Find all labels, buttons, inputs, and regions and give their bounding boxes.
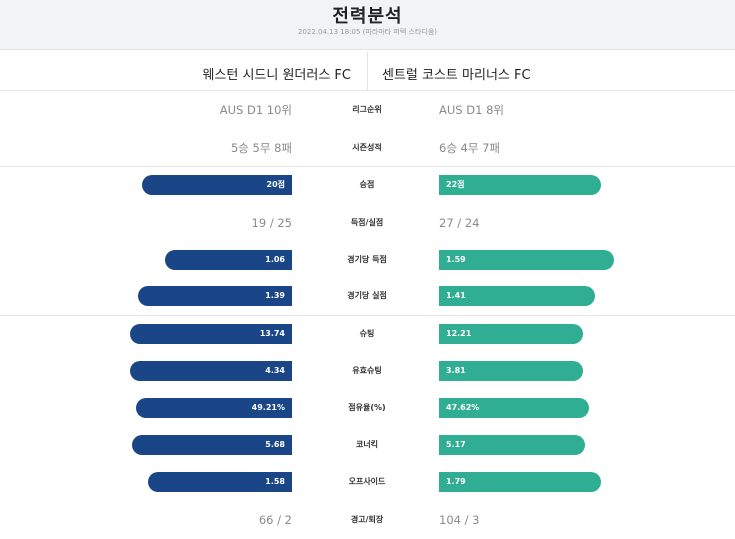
away-shots-bar: 12.21	[439, 324, 583, 344]
home-points-value: 20점	[266, 180, 286, 189]
away-shots-value: 12.21	[446, 329, 472, 338]
away-possession-value: 47.62%	[446, 403, 480, 412]
row-corners: 5.68 코너킥 5.17	[0, 433, 735, 457]
possession-label: 점유율(%)	[348, 403, 386, 412]
away-possession-bar: 47.62%	[439, 398, 589, 418]
row-league-rank: AUS D1 10위 리그순위 AUS D1 8위	[0, 98, 735, 122]
row-points: 20점 승점 22점	[0, 173, 735, 197]
row-goals-for-against: 19 / 25 득점/실점 27 / 24	[0, 211, 735, 235]
home-cards: 66 / 2	[258, 513, 292, 527]
away-points-value: 22점	[446, 180, 465, 189]
home-shots-on-target-value: 4.34	[265, 366, 285, 375]
row-cards: 66 / 2 경고/퇴장 104 / 3	[0, 508, 735, 532]
home-shots-on-target-bar: 4.34	[130, 361, 292, 381]
home-shots-value: 13.74	[259, 329, 285, 338]
away-goals-per-game-bar: 1.59	[439, 250, 614, 270]
away-season-record: 6승 4무 7패	[439, 141, 501, 155]
away-offsides-bar: 1.79	[439, 472, 601, 492]
away-offsides-value: 1.79	[446, 477, 466, 486]
away-shots-on-target-bar: 3.81	[439, 361, 583, 381]
corners-label: 코너킥	[355, 440, 379, 449]
row-season-record: 5승 5무 8패 시즌성적 6승 4무 7패	[0, 136, 735, 160]
match-datetime-venue: 2022.04.13 18:05 (파라마타 퍼텍 스타디움)	[297, 28, 437, 36]
row-shots-on-target: 4.34 유효슈팅 3.81	[0, 359, 735, 383]
section-divider	[0, 315, 735, 316]
teams-header: 웨스턴 시드니 원더러스 FC 센트럴 코스트 마리너스 FC	[0, 52, 735, 91]
row-offsides: 1.58 오프사이드 1.79	[0, 470, 735, 494]
season-record-label: 시즌성적	[352, 143, 382, 152]
away-league-rank: AUS D1 8위	[439, 103, 504, 117]
away-conceded-per-game-bar: 1.41	[439, 286, 595, 306]
shots-label: 슈팅	[359, 329, 375, 338]
row-conceded-per-game: 1.39 경기당 실점 1.41	[0, 284, 735, 308]
home-offsides-value: 1.58	[265, 477, 285, 486]
away-goals-for-against: 27 / 24	[439, 216, 480, 230]
home-conceded-per-game-bar: 1.39	[138, 286, 292, 306]
points-label: 승점	[359, 180, 375, 189]
home-goals-per-game-bar: 1.06	[165, 250, 292, 270]
row-shots: 13.74 슈팅 12.21	[0, 322, 735, 346]
offsides-label: 오프사이드	[348, 477, 386, 486]
home-corners-value: 5.68	[265, 440, 285, 449]
away-goals-per-game-value: 1.59	[446, 255, 466, 264]
league-rank-label: 리그순위	[352, 105, 382, 114]
away-shots-on-target-value: 3.81	[446, 366, 466, 375]
away-corners-value: 5.17	[446, 440, 466, 449]
home-possession-bar: 49.21%	[136, 398, 292, 418]
row-goals-per-game: 1.06 경기당 득점 1.59	[0, 248, 735, 272]
away-corners-bar: 5.17	[439, 435, 585, 455]
home-shots-bar: 13.74	[130, 324, 292, 344]
away-points-bar: 22점	[439, 175, 601, 195]
teams-divider	[367, 52, 368, 91]
goals-for-against-label: 득점/실점	[350, 218, 384, 227]
home-possession-value: 49.21%	[251, 403, 285, 412]
away-conceded-per-game-value: 1.41	[446, 291, 466, 300]
section-divider	[0, 166, 735, 167]
analysis-header: 전력분석 2022.04.13 18:05 (파라마타 퍼텍 스타디움)	[0, 0, 735, 50]
home-goals-per-game-value: 1.06	[265, 255, 285, 264]
page-title: 전력분석	[332, 6, 403, 27]
cards-label: 경고/퇴장	[350, 515, 384, 524]
home-offsides-bar: 1.58	[148, 472, 292, 492]
away-team-name[interactable]: 센트럴 코스트 마리너스 FC	[382, 68, 531, 83]
home-corners-bar: 5.68	[132, 435, 292, 455]
row-possession: 49.21% 점유율(%) 47.62%	[0, 396, 735, 420]
home-season-record: 5승 5무 8패	[230, 141, 292, 155]
home-league-rank: AUS D1 10위	[219, 103, 292, 117]
home-team-name[interactable]: 웨스턴 시드니 원더러스 FC	[202, 68, 351, 83]
home-goals-for-against: 19 / 25	[251, 216, 292, 230]
home-conceded-per-game-value: 1.39	[265, 291, 285, 300]
conceded-per-game-label: 경기당 실점	[347, 291, 387, 300]
away-cards: 104 / 3	[439, 513, 480, 527]
goals-per-game-label: 경기당 득점	[347, 255, 387, 264]
home-points-bar: 20점	[142, 175, 292, 195]
shots-on-target-label: 유효슈팅	[352, 366, 382, 375]
